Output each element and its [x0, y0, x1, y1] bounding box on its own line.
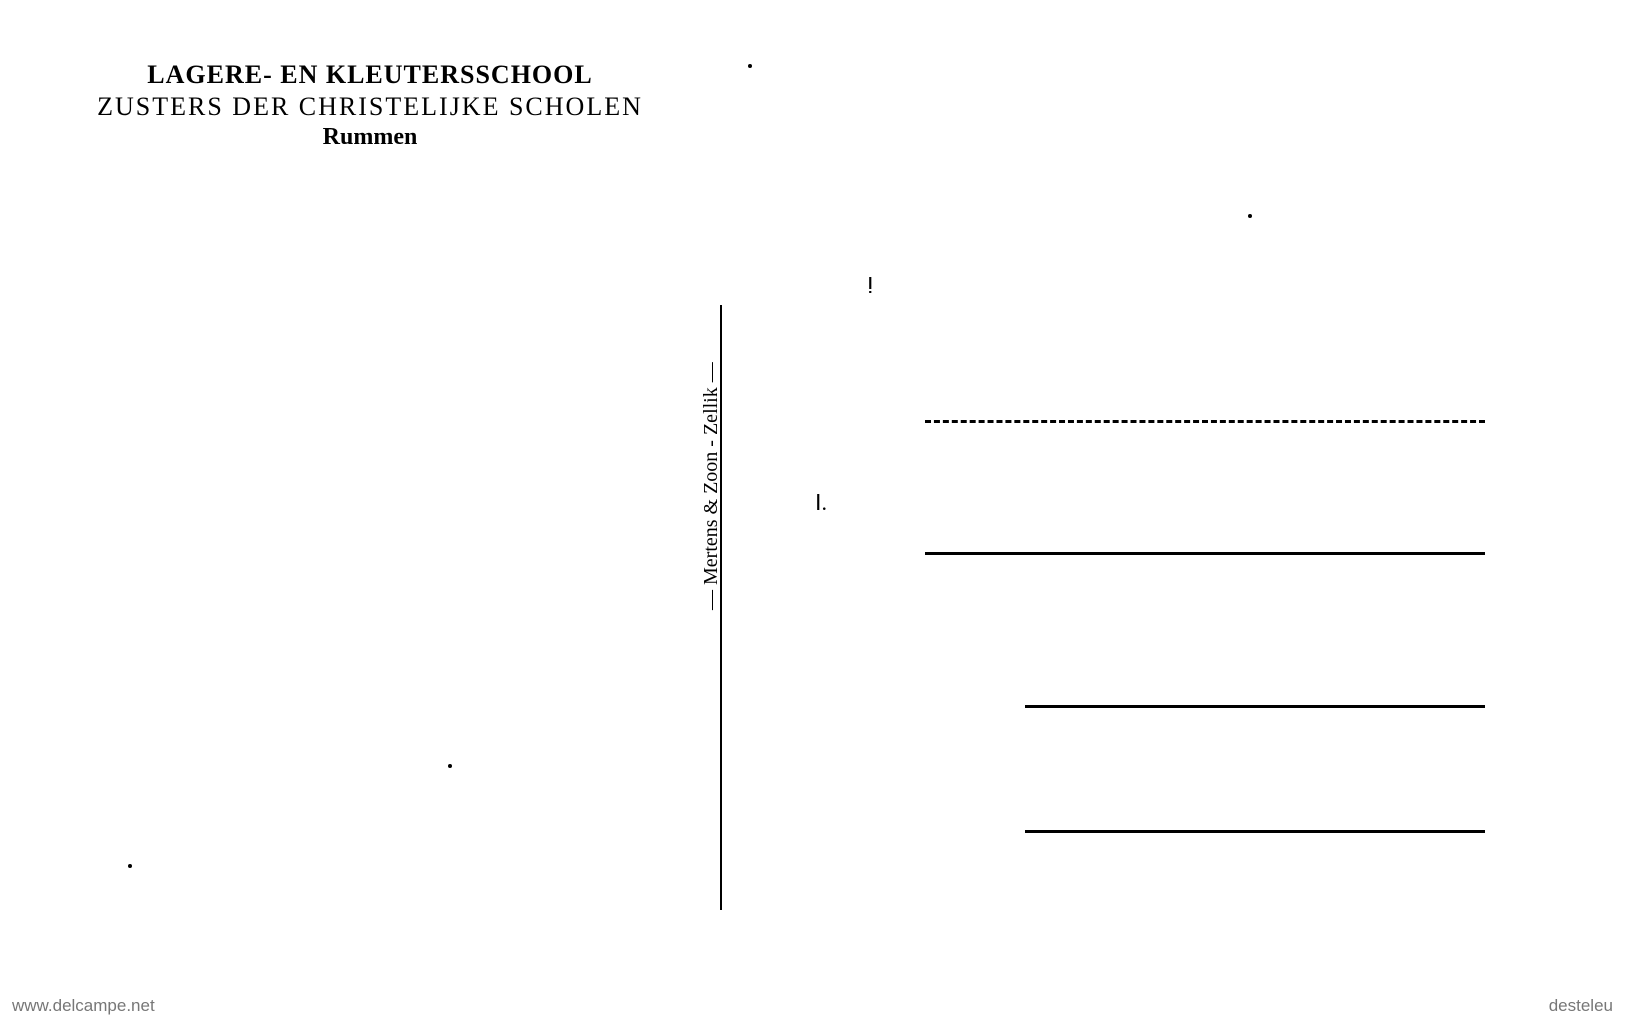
watermark-left: www.delcampe.net	[12, 996, 155, 1016]
publisher-label: — Mertens & Zoon - Zellik —	[700, 362, 723, 610]
school-title-line2: ZUSTERS DER CHRISTELIJKE SCHOLEN	[60, 92, 680, 122]
address-line-1	[925, 552, 1485, 555]
dust-speck	[1248, 214, 1252, 218]
stamp-dashed-line	[925, 420, 1485, 423]
dust-speck	[748, 64, 752, 68]
ink-mark: ⵑ	[867, 273, 874, 299]
dust-speck	[448, 764, 452, 768]
school-place: Rummen	[60, 124, 680, 151]
school-title-line1: LAGERE- EN KLEUTERSSCHOOL	[60, 60, 680, 90]
postcard-header: LAGERE- EN KLEUTERSSCHOOL ZUSTERS DER CH…	[60, 60, 680, 151]
ink-mark: ⵏ.	[815, 490, 827, 516]
watermark-right: desteleu	[1549, 996, 1613, 1016]
address-line-2	[1025, 705, 1485, 708]
address-line-3	[1025, 830, 1485, 833]
dust-speck	[128, 864, 132, 868]
